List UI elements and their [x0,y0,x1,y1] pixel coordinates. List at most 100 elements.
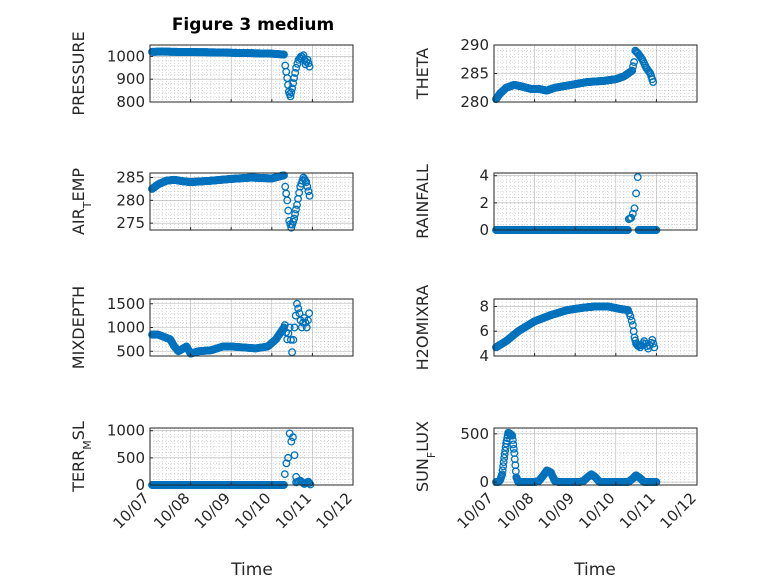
y-tick-label: 285 [460,65,489,83]
data-point [301,318,310,327]
data-point [280,470,289,479]
data-series [492,302,659,353]
y-tick-label: 500 [116,342,145,360]
data-point [498,470,507,479]
data-point [628,66,636,75]
y-tick-label: 900 [116,70,145,88]
data-point [627,213,636,222]
y-tick-label: 500 [460,425,489,443]
y-axis-label: H2OMIXRA [413,285,432,371]
data-point [303,182,312,191]
y-tick-label: 1000 [107,47,145,65]
data-point [499,462,508,471]
data-point [632,189,641,198]
data-point [630,58,639,67]
y-label-part: PRESSURE [69,31,88,115]
data-point [509,440,518,449]
data-point [498,466,507,475]
data-series [492,46,658,104]
data-point [289,335,298,344]
data-point [291,210,300,218]
y-label-part: LUX [413,421,432,452]
data-point [290,214,299,223]
y-label-subscript: F [425,452,438,458]
y-tick-label: 800 [116,93,145,111]
data-point [649,78,658,86]
data-point [500,453,509,462]
data-point [286,92,295,101]
y-tick-label: 0 [479,473,489,491]
y-tick-label: 1500 [107,295,145,313]
y-tick-label: 275 [116,214,145,232]
y-label-part: TERR [69,450,88,493]
y-tick-label: 1000 [107,319,145,337]
y-label-subscript: M [81,440,94,450]
data-point [292,205,300,214]
data-point [290,323,299,332]
data-point [292,63,301,72]
data-point [306,480,315,489]
data-series [148,171,314,232]
data-point [284,453,292,462]
axes-box [149,44,354,103]
data-point [303,55,312,64]
data-point [499,458,508,467]
subplot-2: 280 285 290 THETA [413,36,698,111]
y-label-part: THETA [413,48,432,100]
subplot-1: 800 900 1000 PRESSURE [69,31,354,116]
y-axis-label: MIXDEPTH [69,286,88,369]
y-label-part: EMP [69,168,88,202]
data-point [509,444,518,453]
data-point [627,316,636,325]
data-point [285,323,294,332]
data-point [500,450,509,459]
data-point [649,339,658,348]
y-label-part: SUN [413,458,432,492]
data-point [633,173,642,182]
data-point [287,437,296,446]
y-tick-label: 0 [479,221,489,239]
y-tick-label: 2 [479,194,489,212]
y-tick-label: 1000 [107,422,145,440]
data-point [305,309,314,318]
data-point [304,59,313,68]
data-point [650,343,659,352]
subplot-5: 500 1000 1500 MIXDEPTH [69,286,354,369]
y-label-part: AIR [69,208,88,235]
y-label-part: MIXDEPTH [69,286,88,369]
data-point [628,209,637,218]
y-axis-label: AIRTEMP [69,168,94,235]
data-point [648,335,657,344]
axes-box [149,427,354,486]
subplot-4: 0 2 4 RAINFALL [413,164,698,239]
data-point [303,316,312,325]
y-tick-label: 4 [479,347,489,365]
y-tick-label: 0 [135,476,145,494]
y-axis-label: RAINFALL [413,164,432,239]
data-point [508,436,517,445]
data-point [280,50,288,59]
y-tick-label: 290 [460,36,489,54]
subplot-6: 4 6 8 H2OMIXRA [413,285,698,371]
data-point [294,304,303,313]
data-series [148,47,314,101]
y-tick-label: 280 [116,191,145,209]
data-point [629,62,638,71]
data-point [645,68,654,77]
y-label-part: RAINFALL [413,164,432,239]
subplot-8: 050010/0710/0810/0910/1010/1110/12SUNFLU… [413,421,700,532]
data-point [290,451,299,460]
data-point [626,312,635,321]
y-label-subscript: T [81,201,94,209]
data-point [289,79,298,88]
y-tick-label: 4 [479,167,489,185]
axes-box [493,172,698,231]
axes-box [493,298,698,357]
data-point [280,171,288,180]
data-point [305,62,314,71]
data-point [305,191,314,200]
data-point [304,187,313,196]
subplot-3: 275 280 285 AIRTEMP [69,168,354,235]
data-series [492,428,661,487]
